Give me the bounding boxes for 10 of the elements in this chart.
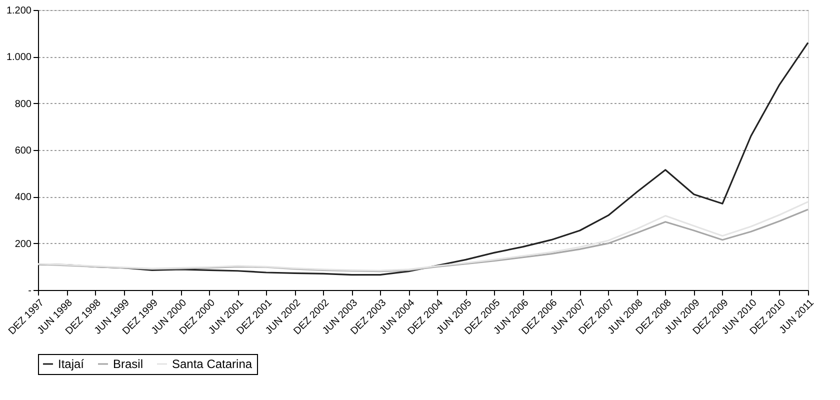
y-tick-label: - xyxy=(28,286,32,296)
legend-label: Santa Catarina xyxy=(172,357,252,371)
y-tick-label: 800 xyxy=(14,98,32,110)
y-tick-label: 1.200 xyxy=(6,6,32,16)
legend-label: Itajaí xyxy=(58,357,85,371)
y-tick-label: 600 xyxy=(14,146,32,156)
y-tick-label: 200 xyxy=(14,238,32,250)
y-tick-label: 400 xyxy=(14,192,32,204)
y-tick-label: 1.000 xyxy=(6,52,32,64)
legend-label: Brasil xyxy=(113,357,144,371)
